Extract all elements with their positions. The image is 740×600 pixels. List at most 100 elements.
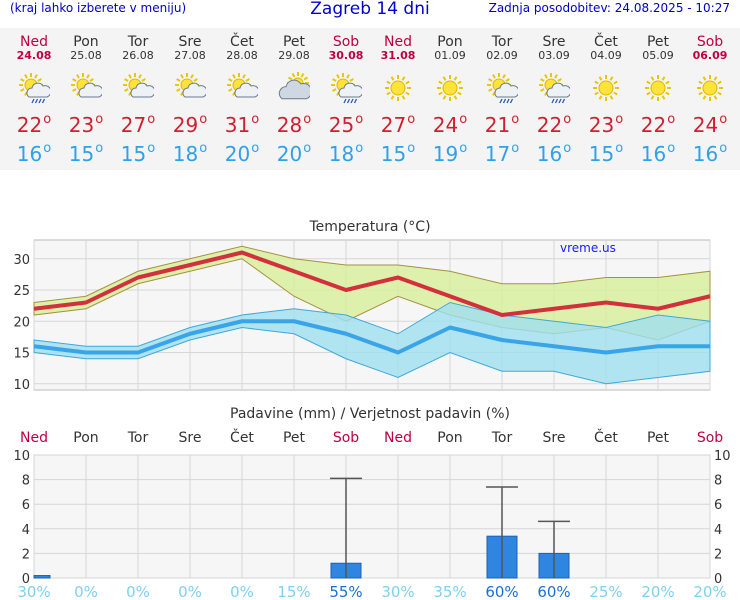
min-temperature-value: 16 — [692, 142, 719, 166]
degree-symbol: o — [43, 141, 52, 156]
y-tick-label-left: 8 — [22, 474, 30, 489]
day-label: Sob — [333, 430, 359, 446]
day-name: Tor — [127, 34, 149, 50]
max-temperature: 29o — [164, 112, 216, 137]
probability-label: 15% — [277, 583, 310, 600]
degree-symbol: o — [615, 141, 624, 156]
y-tick-label-left: 10 — [13, 449, 30, 464]
probability-label: 60% — [485, 583, 518, 600]
min-temperature-value: 15 — [588, 142, 615, 166]
degree-symbol: o — [563, 112, 572, 127]
degree-symbol: o — [303, 112, 312, 127]
y-tick-label-left: 0 — [22, 572, 30, 587]
day-label: Tor — [491, 430, 513, 446]
sun-cloud-rain-icon — [539, 73, 570, 104]
day-label: Pet — [283, 430, 306, 446]
day-name: Sob — [332, 34, 360, 50]
precipitation-bar — [33, 575, 51, 579]
y-tick-label: 25 — [13, 284, 30, 299]
probability-label: 55% — [329, 583, 362, 600]
y-tick-label-left: 2 — [22, 547, 30, 562]
day-name: Ned — [384, 34, 412, 50]
degree-symbol: o — [719, 141, 728, 156]
y-tick-label-left: 4 — [22, 523, 30, 538]
day-label: Čet — [594, 428, 618, 446]
probability-label: 0% — [74, 583, 98, 600]
degree-symbol: o — [199, 112, 208, 127]
day-label: Sre — [543, 430, 566, 446]
last-updated: Zadnja posodobitev: 24.08.2025 - 10:27 — [488, 1, 730, 15]
max-temperature: 24o — [684, 112, 736, 137]
day-column: Tor 02.09 21o 17o — [476, 28, 528, 166]
menu-hint[interactable]: (kraj lahko izberete v meniju) — [10, 1, 187, 15]
day-column: Čet 04.09 23o 15o — [580, 28, 632, 166]
day-name: Pon — [437, 34, 463, 50]
sun-icon — [645, 75, 671, 101]
probability-label: 0% — [126, 583, 150, 600]
day-date: 31.08 — [380, 49, 416, 62]
min-temperature: 20o — [216, 141, 268, 166]
max-temperature: 23o — [60, 112, 112, 137]
y-tick-label-left: 6 — [22, 498, 30, 513]
min-temperature: 17o — [476, 141, 528, 166]
degree-symbol: o — [355, 112, 364, 127]
min-temperature: 16o — [8, 141, 60, 166]
day-column: Pet 29.08 28o 20o — [268, 28, 320, 166]
day-name: Tor — [491, 34, 513, 50]
y-tick-label: 20 — [13, 315, 30, 330]
probability-label: 30% — [381, 583, 414, 600]
max-temperature-value: 31 — [224, 113, 251, 137]
day-date: 26.08 — [122, 49, 154, 62]
max-temperature-value: 25 — [328, 113, 355, 137]
day-label: Tor — [127, 430, 149, 446]
day-date: 29.08 — [278, 49, 310, 62]
day-date: 28.08 — [226, 49, 258, 62]
min-temperature-value: 15 — [68, 142, 95, 166]
probability-label: 20% — [641, 583, 674, 600]
y-tick-label-right: 4 — [714, 523, 722, 538]
min-temperature: 16o — [632, 141, 684, 166]
day-date: 27.08 — [174, 49, 206, 62]
degree-symbol: o — [251, 141, 260, 156]
degree-symbol: o — [407, 141, 416, 156]
probability-label: 35% — [433, 583, 466, 600]
degree-symbol: o — [407, 112, 416, 127]
day-name: Pet — [646, 34, 670, 50]
degree-symbol: o — [667, 112, 676, 127]
degree-symbol: o — [147, 112, 156, 127]
day-name: Čet — [230, 34, 254, 50]
min-temperature-value: 15 — [380, 142, 407, 166]
degree-symbol: o — [719, 112, 728, 127]
sun-cloud-rain-icon — [19, 73, 50, 104]
y-tick-label-right: 6 — [714, 498, 722, 513]
max-temperature: 27o — [372, 112, 424, 137]
day-date: 24.08 — [16, 49, 52, 62]
min-temperature: 18o — [164, 141, 216, 166]
degree-symbol: o — [199, 141, 208, 156]
day-date: 02.09 — [486, 49, 518, 62]
temperature-chart: 10 15 20 25 30 vreme.us — [13, 239, 711, 393]
sun-cloud-icon — [71, 73, 102, 98]
day-name: Sre — [542, 34, 566, 50]
min-temperature-value: 18 — [328, 142, 355, 166]
sun-cloud-rain-icon — [487, 73, 518, 104]
degree-symbol: o — [95, 112, 104, 127]
min-temperature-value: 16 — [640, 142, 667, 166]
min-temperature-value: 20 — [224, 142, 251, 166]
min-temperature: 15o — [372, 141, 424, 166]
max-temperature-value: 28 — [276, 113, 303, 137]
day-name: Sre — [178, 34, 202, 50]
day-column: Čet 28.08 31o 20o — [216, 28, 268, 166]
probability-label: 60% — [537, 583, 570, 600]
sun-cloud-icon — [123, 73, 154, 98]
day-name: Pon — [73, 34, 99, 50]
day-name: Sob — [696, 34, 724, 50]
degree-symbol: o — [303, 141, 312, 156]
degree-symbol: o — [459, 112, 468, 127]
day-label: Pon — [73, 430, 98, 446]
max-temperature: 28o — [268, 112, 320, 137]
probability-label: 30% — [17, 583, 50, 600]
min-temperature-value: 20 — [276, 142, 303, 166]
min-temperature-value: 16 — [16, 142, 43, 166]
day-column: Pon 01.09 24o 19o — [424, 28, 476, 166]
